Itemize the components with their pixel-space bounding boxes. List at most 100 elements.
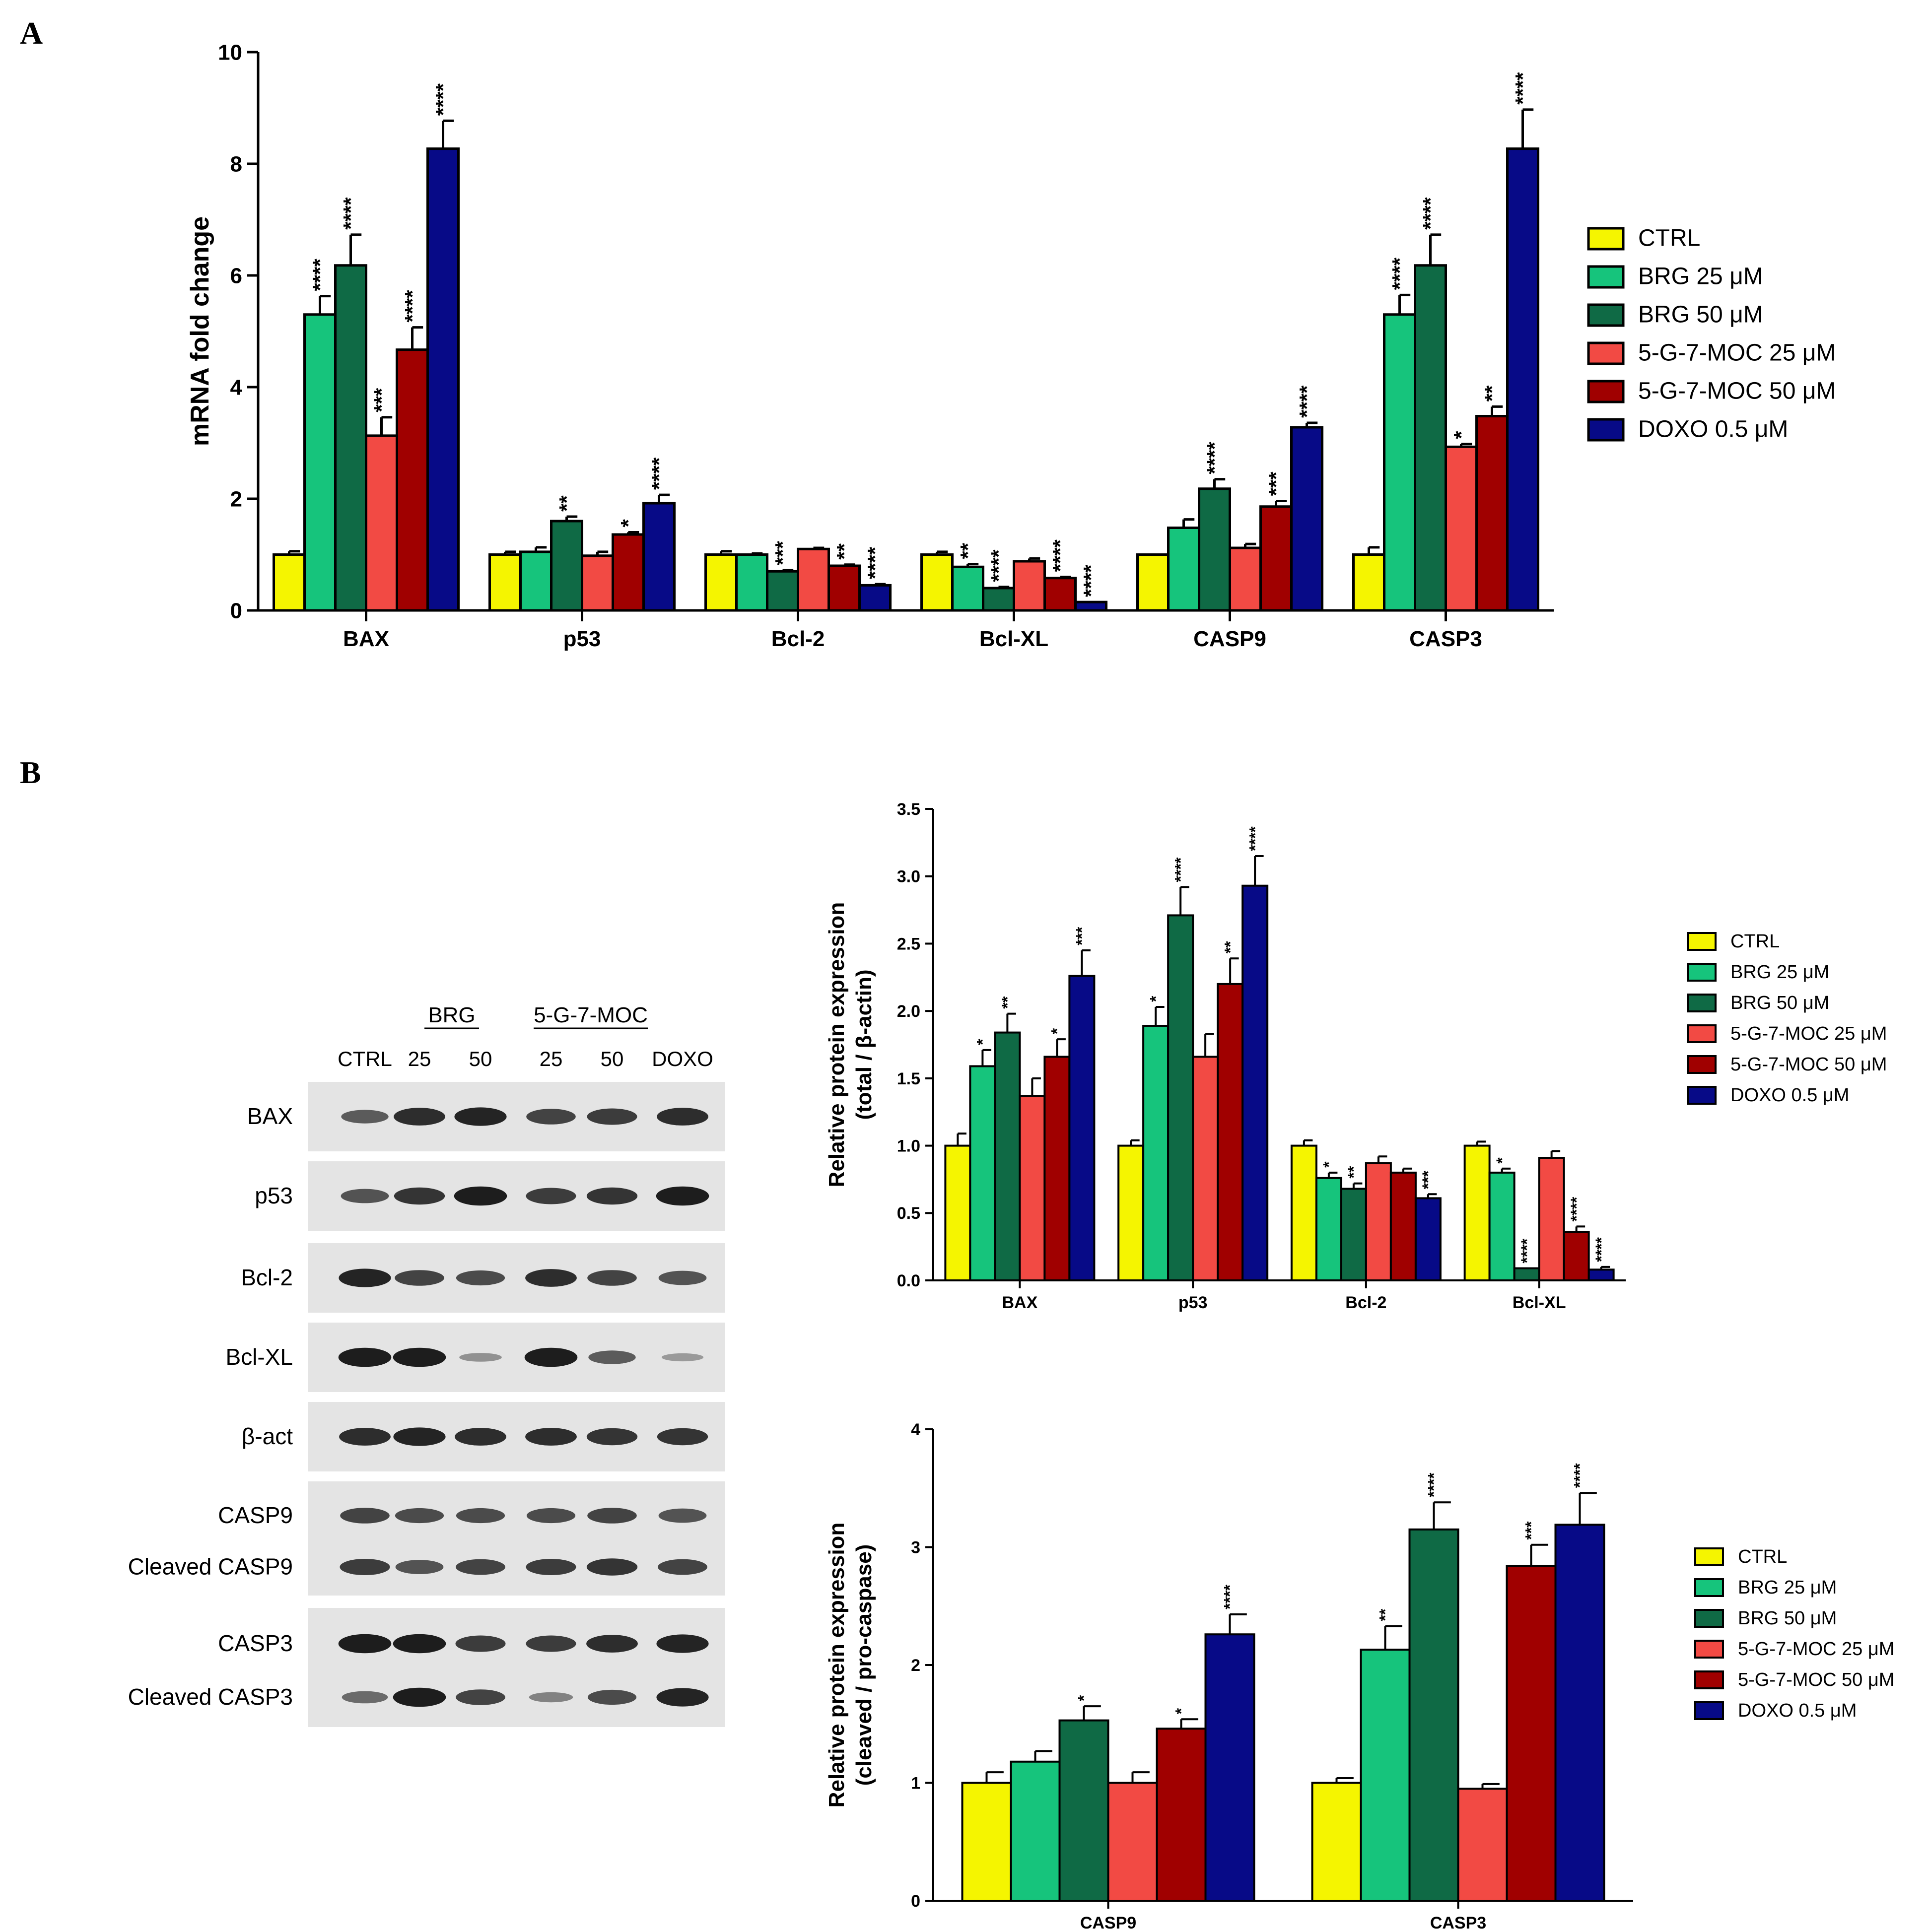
legend-swatch-brg-50-m [1687, 994, 1717, 1012]
blot-band-casp3-lane-3 [455, 1635, 506, 1652]
bar-bax-doxo-0-5-m [1068, 975, 1096, 1282]
blot-band-casp9-lane-3 [456, 1508, 505, 1524]
significance-marker: **** [1172, 857, 1189, 882]
y-tick-label: 1.0 [897, 1136, 920, 1155]
blot-band-p53-lane-5 [586, 1187, 638, 1205]
legend-label-5-g-7-moc-25-m: 5-G-7-MOC 25 μM [1730, 1023, 1887, 1044]
bar-casp3-brg-25-m [1383, 313, 1416, 612]
bar-bcl-xl-doxo-0-5-m [1587, 1268, 1615, 1281]
bar-casp3-brg-25-m [1360, 1649, 1411, 1902]
legend-label-doxo-0-5-m: DOXO 0.5 μM [1730, 1085, 1849, 1106]
legend-swatch-5-g-7-moc-50-m [1687, 1055, 1717, 1074]
chart-b1-protein-total: 0.0 0.5 1.0 1.5 2.0 2.5 3.0 3.5 Relative protein… [825, 800, 1887, 1312]
blot-band-casp3-lane-6 [656, 1634, 709, 1653]
significance-marker: **** [339, 197, 362, 230]
blot-band-cleaved-casp3-lane-1 [342, 1691, 388, 1704]
panel-b-label: B [20, 755, 41, 790]
bar-p53-brg-25-m [1142, 1025, 1170, 1281]
significance-marker: * [1320, 1161, 1338, 1168]
significance-marker: ** [956, 542, 979, 559]
bar-p53-doxo-0-5-m [1241, 884, 1269, 1281]
bar-casp9-5-g-7-moc-50-m [1259, 505, 1293, 612]
bar-casp9-brg-25-m [1010, 1760, 1061, 1902]
bar-casp9-ctrl [1136, 553, 1170, 612]
bar-bax-brg-25-m [969, 1065, 996, 1282]
blot-band-bcl-xl-lane-6 [661, 1353, 704, 1362]
significance-marker: *** [1522, 1521, 1540, 1540]
blot-band-cleaved-casp9-lane-5 [586, 1558, 638, 1576]
blot-band-bax-lane-5 [587, 1108, 637, 1125]
bar-bcl-xl-brg-25-m [1488, 1171, 1516, 1281]
legend-label-doxo-0-5-m: DOXO 0.5 μM [1638, 416, 1788, 443]
bar-bcl-2-5-g-7-moc-50-m [828, 564, 861, 612]
bar-casp9-doxo-0-5-m [1290, 426, 1323, 612]
y-tick-label: 3.0 [897, 867, 920, 886]
significance-marker: ** [832, 543, 856, 559]
bar-p53-doxo-0-5-m [642, 502, 676, 612]
legend-swatch-brg-25-m [1694, 1578, 1724, 1597]
significance-marker: * [1075, 1695, 1093, 1701]
bar-bcl-2-5-g-7-moc-25-m [797, 547, 830, 612]
y-axis-label: Relative protein expression [825, 1523, 849, 1808]
blot-band-bcl-2-lane-4 [525, 1269, 577, 1287]
bar-bcl-xl-5-g-7-moc-50-m [1043, 577, 1077, 612]
legend-swatch-ctrl [1687, 932, 1717, 951]
significance-marker: * [1449, 431, 1473, 439]
y-tick-label: 0.0 [897, 1271, 920, 1290]
legend-label-5-g-7-moc-50-m: 5-G-7-MOC 50 μM [1738, 1669, 1894, 1690]
bar-casp3-ctrl [1352, 553, 1385, 612]
significance-marker: **** [431, 83, 455, 116]
bar-bcl-xl-5-g-7-moc-50-m [1563, 1231, 1590, 1281]
chart-b2-protein-cleaved: 0 1 2 3 4 Relative protein expression (cleaved… [825, 1420, 1894, 1932]
blot-band-casp3-lane-5 [586, 1635, 638, 1653]
legend-swatch-5-g-7-moc-50-m [1587, 380, 1625, 403]
category-label-casp3: CASP3 [1409, 627, 1482, 651]
blot-row-label-cleaved-casp9: Cleaved CASP9 [128, 1554, 293, 1580]
blot-row-label-bax: BAX [247, 1103, 293, 1129]
blot-band-p53-lane-6 [656, 1186, 709, 1206]
legend-label-ctrl: CTRL [1730, 931, 1780, 952]
significance-marker: * [1147, 996, 1165, 1002]
bar-bcl-xl-ctrl [920, 553, 954, 612]
western-blot-panel: BRG 5-G-7-MOC CTRL 25 50 25 50 DOXO BAX p53 Bcl-2 B… [128, 1003, 725, 1727]
significance-marker: **** [1511, 72, 1534, 105]
blot-lane-label-doxo: DOXO [652, 1047, 713, 1070]
bar-casp9-brg-50-m [1198, 487, 1231, 612]
blot-row-label-p53: p53 [255, 1183, 293, 1208]
legend-label-ctrl: CTRL [1738, 1546, 1787, 1567]
legend-swatch-doxo-0-5-m [1587, 418, 1625, 442]
y-tick-label: 0.5 [897, 1204, 920, 1223]
blot-band-p53-lane-1 [341, 1189, 389, 1203]
blot-membrane [308, 1608, 725, 1727]
blot-band-cleaved-casp3-lane-3 [456, 1689, 505, 1705]
bar-casp9-5-g-7-moc-25-m [1229, 546, 1262, 612]
legend-swatch-brg-50-m [1587, 303, 1625, 327]
significance-marker: * [974, 1039, 992, 1045]
blot-lane-label-25: 25 [408, 1047, 431, 1070]
bar-casp3-brg-50-m [1414, 264, 1447, 612]
legend-swatch-5-g-7-moc-25-m [1587, 341, 1625, 365]
bar-bax-5-g-7-moc-25-m [365, 434, 398, 612]
blot-band-bax-lane-1 [341, 1110, 389, 1124]
y-tick-label: 3 [911, 1538, 920, 1557]
blot-band-bcl-2-lane-3 [456, 1270, 505, 1286]
blot-lane-label-ctrl: CTRL [338, 1047, 392, 1070]
significance-marker: **** [1221, 1585, 1239, 1609]
y-tick-label: 4 [911, 1420, 920, 1439]
legend-label-5-g-7-moc-50-m: 5-G-7-MOC 50 μM [1730, 1054, 1887, 1075]
bar-casp9-5-g-7-moc-25-m [1107, 1782, 1158, 1902]
bar-bcl-xl-brg-25-m [951, 565, 984, 612]
significance-marker: ** [1221, 941, 1239, 953]
legend-swatch-brg-50-m [1694, 1609, 1724, 1628]
significance-marker: **** [1419, 197, 1442, 230]
significance-marker: **** [1048, 539, 1072, 572]
bar-bcl-xl-5-g-7-moc-25-m [1538, 1157, 1565, 1281]
blot-group-label-5-g-7-moc: 5-G-7-MOC [534, 1003, 648, 1027]
significance-marker: **** [1518, 1238, 1536, 1263]
significance-marker: **** [308, 259, 332, 291]
blot-band-bax-lane-6 [657, 1108, 708, 1126]
y-tick-label: 0 [230, 599, 242, 623]
blot-band-casp9-lane-1 [340, 1508, 390, 1524]
category-label-bax: BAX [1002, 1293, 1037, 1312]
